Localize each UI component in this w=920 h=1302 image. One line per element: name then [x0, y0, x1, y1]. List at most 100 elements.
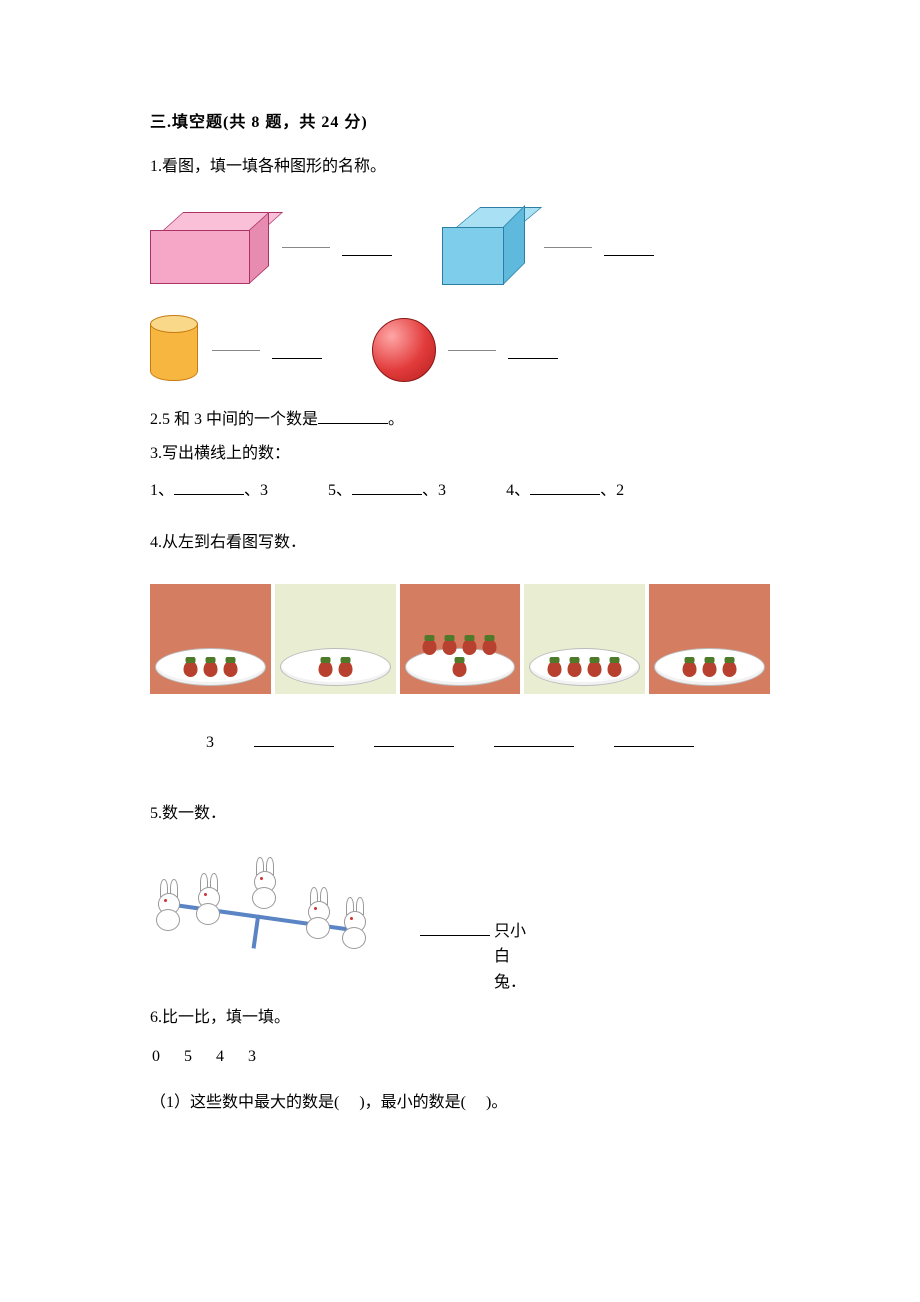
blank-cuboid[interactable]	[342, 239, 392, 256]
strawberry-icon	[546, 657, 564, 677]
section-q-unit: 题，共	[265, 114, 316, 131]
strawberry-icon	[441, 635, 459, 655]
q3-g3-b: 、2	[600, 482, 624, 499]
cube-shape	[442, 207, 532, 287]
plate-cell	[524, 584, 645, 694]
q2-text-b: 。	[388, 411, 404, 428]
section-points: 24	[321, 114, 339, 131]
connector-line	[212, 350, 260, 351]
q3-group-3: 4、 、2	[506, 478, 624, 504]
plate-icon	[155, 648, 266, 686]
blank-cube[interactable]	[604, 239, 654, 256]
q6-sub1-prefix: （1）这些数中最大的数是(	[150, 1094, 339, 1111]
rabbit-icon	[190, 881, 226, 925]
strawberry-icon	[606, 657, 624, 677]
question-6: 6.比一比，填一填。	[150, 1005, 770, 1031]
strawberry-icon	[701, 657, 719, 677]
rabbit-scene: 只小白兔．	[150, 859, 410, 949]
q1-row-1	[150, 207, 770, 287]
q6-numbers: 0 5 4 3	[152, 1044, 770, 1070]
plate-cell	[649, 584, 770, 694]
plate-icon	[280, 648, 391, 686]
q3-g3-a: 4、	[506, 482, 530, 499]
strawberry-icon	[481, 635, 499, 655]
q3-g1-b: 、3	[244, 482, 268, 499]
q2-num: 2.	[150, 411, 162, 428]
strawberry-icon	[221, 657, 239, 677]
q3-g2-b: 、3	[422, 482, 446, 499]
blank-q4-2[interactable]	[254, 730, 334, 747]
strawberry-icon	[201, 657, 219, 677]
section-title: 填空题	[172, 114, 223, 131]
q3-group-2: 5、 、3	[328, 478, 446, 504]
q3-text: 写出横线上的数：	[162, 445, 290, 462]
blank-q4-3[interactable]	[374, 730, 454, 747]
plate-icon	[405, 648, 516, 686]
plate-cell	[275, 584, 396, 694]
strawberry-icon	[461, 635, 479, 655]
q3-groups: 1、 、3 5、 、3 4、 、2	[150, 478, 770, 504]
q5-text: 数一数．	[162, 805, 226, 822]
q4-first-answer: 3	[206, 730, 214, 756]
connector-line	[282, 247, 330, 248]
q3-num: 3.	[150, 445, 162, 462]
cuboid-shape	[150, 212, 270, 282]
blank-sphere[interactable]	[508, 342, 558, 359]
section-count-prefix: (共	[223, 114, 246, 131]
section-q-count: 8	[251, 114, 260, 131]
q3-g1-a: 1、	[150, 482, 174, 499]
rabbit-icon	[300, 895, 336, 939]
q3-g2-a: 5、	[328, 482, 352, 499]
strawberry-icon	[316, 657, 334, 677]
q6-sub1: （1）这些数中最大的数是( )，最小的数是( )。	[150, 1090, 770, 1116]
question-5: 5.数一数．	[150, 801, 770, 827]
question-2: 2.5 和 3 中间的一个数是 。	[150, 407, 770, 433]
strawberry-icon	[586, 657, 604, 677]
connector-line	[448, 350, 496, 351]
strawberry-icon	[681, 657, 699, 677]
cylinder-shape	[150, 315, 200, 385]
blank-q4-4[interactable]	[494, 730, 574, 747]
strawberry-icon	[566, 657, 584, 677]
worksheet-page: 三.填空题(共 8 题，共 24 分) 1.看图，填一填各种图形的名称。 2.5…	[0, 0, 920, 1302]
rabbit-icon	[150, 887, 186, 931]
strawberry-icon	[451, 657, 469, 677]
section-points-unit: 分)	[344, 114, 367, 131]
q5-label: 只小白兔．	[420, 919, 526, 996]
strawberry-icon	[721, 657, 739, 677]
q5-num: 5.	[150, 805, 162, 822]
blank-q2[interactable]	[318, 407, 388, 424]
q6-text: 比一比，填一填。	[162, 1009, 290, 1026]
rabbit-icon	[246, 865, 282, 909]
blank-q3-3[interactable]	[530, 478, 600, 495]
q1-row-2	[150, 315, 770, 385]
q6-sub1-suffix: )。	[486, 1094, 507, 1111]
section-number: 三	[150, 114, 167, 131]
strawberry-icon	[181, 657, 199, 677]
q1-text: 看图，填一填各种图形的名称。	[162, 158, 386, 175]
q4-text: 从左到右看图写数．	[162, 534, 306, 551]
q4-answers: 3	[150, 730, 770, 756]
q6-num: 6.	[150, 1009, 162, 1026]
sphere-shape	[372, 318, 436, 382]
q1-num: 1.	[150, 158, 162, 175]
q2-text-a: 5 和 3 中间的一个数是	[162, 411, 318, 428]
plate-cell	[150, 584, 271, 694]
blank-q3-2[interactable]	[352, 478, 422, 495]
q6-sub1-mid: )，最小的数是(	[359, 1094, 466, 1111]
connector-line	[544, 247, 592, 248]
blank-q4-5[interactable]	[614, 730, 694, 747]
question-4: 4.从左到右看图写数．	[150, 530, 770, 556]
blank-q3-1[interactable]	[174, 478, 244, 495]
q5-label-suffix: 只小白兔．	[494, 919, 526, 996]
blank-cylinder[interactable]	[272, 342, 322, 359]
q4-num: 4.	[150, 534, 162, 551]
section-header: 三.填空题(共 8 题，共 24 分)	[150, 110, 770, 136]
plate-icon	[654, 648, 765, 686]
plate-cell	[400, 584, 521, 694]
rabbit-icon	[336, 905, 372, 949]
strawberry-icon	[421, 635, 439, 655]
blank-q5[interactable]	[420, 919, 490, 936]
strawberry-icon	[336, 657, 354, 677]
plate-icon	[529, 648, 640, 686]
